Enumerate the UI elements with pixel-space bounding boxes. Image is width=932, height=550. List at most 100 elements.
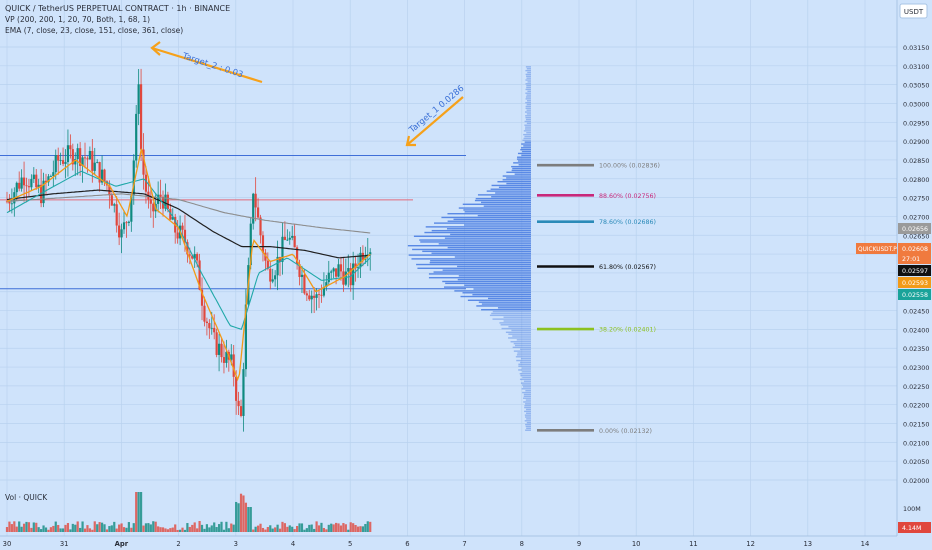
volume-profile-bar: [525, 425, 531, 428]
price-tick-label: 0.02250: [903, 383, 929, 391]
candle-body: [276, 256, 279, 276]
volume-bar: [47, 529, 50, 532]
time-tick-label: 3: [234, 540, 238, 548]
price-tags: 0.02656 QUICKUSDT.P 0.02608 27:01 0.02597 0.0…: [856, 223, 931, 533]
volume-bar: [120, 523, 123, 532]
volume-profile-bar: [526, 94, 531, 96]
volume-profile-bar: [522, 384, 531, 386]
ema-151-tag-label: 0.02597: [902, 268, 928, 275]
candle-body: [166, 194, 169, 209]
volume-bar: [232, 524, 235, 532]
volume-bar: [278, 528, 282, 532]
volume-profile-bar: [512, 335, 531, 337]
time-tick-label: 7: [462, 540, 466, 548]
candles: [5, 68, 372, 432]
last-price-tag: [898, 243, 931, 264]
volume-bar: [54, 521, 57, 532]
time-tick-label: 11: [689, 540, 698, 548]
volume-profile-bar: [517, 152, 531, 155]
candle-body: [159, 194, 162, 197]
candle-body: [79, 148, 82, 166]
time-tick-label: 31: [60, 540, 69, 548]
candle-body: [291, 235, 294, 238]
volume-profile-bar: [472, 293, 531, 296]
volume-profile-bar: [524, 141, 531, 143]
currency-button[interactable]: [899, 3, 928, 19]
time-tick-label: 8: [520, 540, 524, 548]
candle-body: [239, 406, 243, 416]
ema-legend[interactable]: EMA (7, close, 23, close, 151, close, 36…: [5, 26, 183, 35]
candle-body: [330, 271, 333, 273]
vp-legend[interactable]: VP (200, 200, 1, 20, 70, Both, 1, 68, 1): [5, 15, 150, 24]
volume-profile-bar: [519, 373, 531, 375]
candle-body: [86, 158, 89, 160]
volume-profile-bar: [525, 69, 531, 72]
volume-bar: [100, 522, 104, 532]
candle-body: [205, 321, 208, 324]
currency-button-label[interactable]: USDT: [904, 8, 924, 16]
candle-body: [271, 279, 274, 282]
candle-body: [322, 286, 326, 296]
horizontal-lines[interactable]: [0, 154, 466, 290]
volume-profile-bar: [477, 194, 531, 196]
volume-bar: [237, 503, 240, 532]
volume-bar: [220, 521, 223, 532]
fib-label: 38.20% (0.02401): [599, 327, 656, 334]
target-arrows[interactable]: Target_2 : 0.03 Target_1 0.0286: [150, 41, 467, 147]
target-1-arrow[interactable]: [406, 96, 464, 146]
candle-body: [122, 222, 126, 230]
candle-body: [269, 268, 272, 282]
volume-bar: [149, 524, 152, 532]
volume-profile-bar: [526, 412, 531, 414]
time-tick-label: 5: [348, 540, 352, 548]
volume-bar: [354, 524, 357, 532]
volume-profile-bar: [527, 81, 531, 83]
volume-legend[interactable]: Vol · QUICK: [5, 493, 48, 502]
volume-profile-bar: [444, 237, 531, 239]
volume-bar: [8, 521, 11, 532]
candle-body: [317, 294, 321, 296]
candle-body: [25, 185, 28, 187]
fib-levels[interactable]: 100.00% (0.02836) 88.60% (0.02756) 78.60% …: [537, 163, 660, 435]
volume-bar: [196, 528, 199, 532]
target-1-label[interactable]: Target_1 0.0286: [407, 84, 467, 136]
volume-bar: [322, 527, 326, 532]
candle-body: [203, 305, 206, 322]
volume-profile-bar: [525, 107, 531, 109]
volume-profile-bar: [523, 380, 531, 382]
volume-profile-bar: [416, 263, 531, 266]
candle-body: [103, 169, 106, 182]
candle-body: [69, 145, 72, 150]
candle-body: [113, 204, 116, 206]
volume-profile-bar: [460, 295, 531, 298]
volume-profile-bar: [517, 352, 531, 354]
price-tick-label: 0.03000: [903, 100, 929, 108]
target-2-arrow[interactable]: [151, 46, 263, 84]
volume-profile-bar: [522, 376, 531, 379]
volume-bar: [83, 528, 87, 532]
volume-profile-bar: [408, 254, 531, 256]
volume-bar: [64, 524, 67, 532]
volume-profile-bar: [453, 218, 531, 221]
volume-profile-bar: [525, 98, 531, 100]
time-tick-label: 13: [803, 540, 812, 548]
volume-profile-bar: [520, 361, 531, 364]
volume-bar: [247, 507, 250, 532]
fib-label: 61.80% (0.02567): [599, 264, 656, 271]
volume-profile-bar: [524, 420, 531, 422]
time-axis[interactable]: [0, 536, 932, 550]
volume-bar: [79, 527, 82, 532]
volume-bar: [169, 528, 172, 532]
volume-tag-label: 4.14M: [902, 525, 921, 532]
candle-body: [283, 236, 286, 240]
volume-bar: [35, 522, 38, 532]
volume-bar: [25, 521, 28, 532]
symbol-title[interactable]: QUICK / TetherUS PERPETUAL CONTRACT · 1h…: [5, 4, 230, 13]
candle-body: [93, 162, 96, 171]
volume-bar: [20, 526, 23, 532]
volume-profile-bar: [457, 265, 531, 268]
volume-profile-bar: [499, 322, 531, 324]
volume-bar: [330, 523, 333, 532]
volume-bar: [142, 525, 145, 532]
